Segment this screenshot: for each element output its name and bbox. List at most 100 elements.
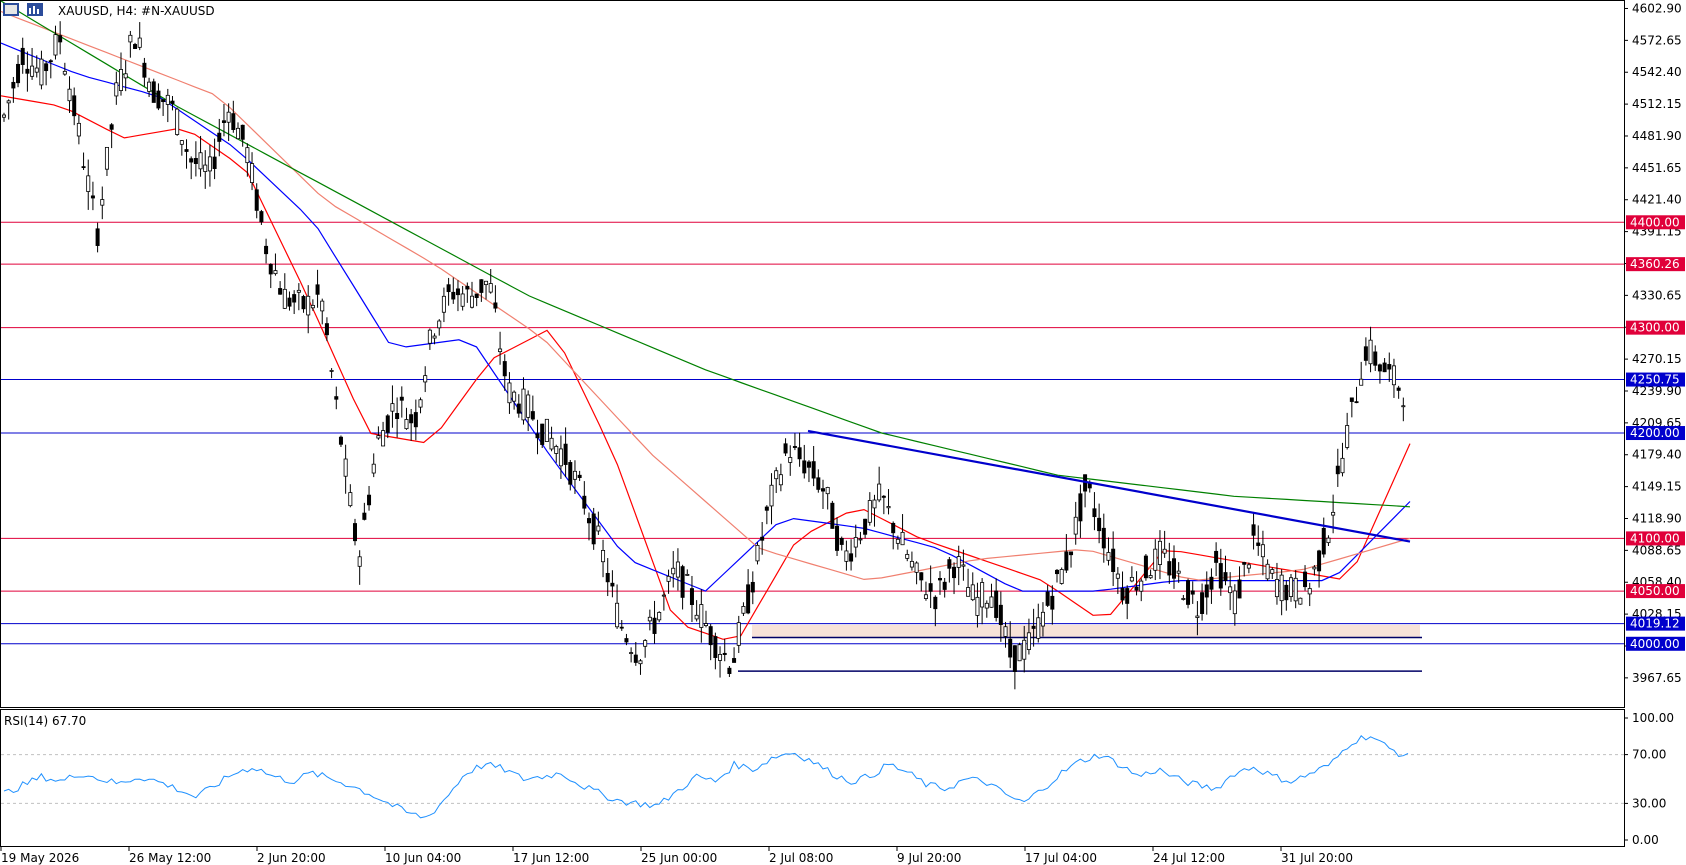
candle-body — [498, 348, 503, 353]
candle — [315, 269, 320, 308]
price-tick-label-16: 4118.90 — [1632, 511, 1682, 525]
candle-body — [994, 590, 999, 618]
candle-body — [619, 626, 624, 629]
candle — [572, 460, 577, 494]
candle — [1045, 585, 1050, 608]
candle-body — [713, 636, 718, 658]
candle — [1237, 566, 1242, 599]
candle — [287, 291, 292, 311]
candle — [189, 156, 194, 180]
candle — [643, 639, 648, 658]
candle-body — [133, 44, 138, 49]
candle — [432, 333, 437, 345]
candle — [479, 279, 484, 302]
candle — [292, 290, 297, 315]
candle-body — [732, 658, 737, 663]
candle — [100, 186, 105, 220]
candle-body — [292, 294, 297, 303]
price-tick-label-12: 4239.90 — [1632, 384, 1682, 398]
candle — [371, 453, 376, 478]
candle-body — [1354, 401, 1359, 404]
candle — [221, 103, 226, 137]
candle-body — [1274, 579, 1279, 598]
candle — [142, 57, 147, 87]
candle-body — [956, 556, 961, 568]
candle — [1214, 542, 1219, 577]
price-tick-label-0: 4602.90 — [1632, 1, 1682, 15]
price-level-label-0: 4400.00 — [1630, 215, 1680, 229]
candle-body — [1232, 590, 1237, 615]
candle-body — [961, 564, 966, 567]
candle — [1349, 397, 1354, 418]
candle-body — [441, 295, 446, 313]
candle-body — [596, 525, 601, 532]
candle-body — [657, 612, 662, 621]
chart-icon-bars — [29, 6, 39, 14]
candle — [451, 277, 456, 304]
candle — [647, 609, 652, 631]
rsi-tick-label-3: 0.00 — [1632, 833, 1659, 847]
candle-body — [62, 70, 67, 75]
timeframe: H4: — [117, 4, 138, 18]
candle-body — [554, 446, 559, 454]
candle-body — [853, 537, 858, 548]
candle — [830, 500, 835, 529]
candle-body — [984, 602, 989, 609]
candle — [259, 209, 264, 225]
candle-body — [109, 124, 114, 130]
candle-body — [301, 296, 306, 310]
candle-body — [104, 146, 109, 170]
candle — [498, 331, 503, 365]
candle-body — [315, 284, 320, 295]
candle — [746, 569, 751, 615]
candle-body — [469, 295, 474, 308]
candle — [179, 140, 184, 156]
candle — [334, 386, 339, 410]
candle — [128, 30, 133, 58]
candle-body — [1345, 425, 1350, 448]
candle-body — [72, 95, 77, 117]
candle-body — [1176, 570, 1181, 574]
candle-body — [86, 175, 91, 192]
candle — [245, 143, 250, 177]
candle-body — [1237, 579, 1242, 599]
candle-body — [638, 660, 643, 665]
candle-body — [446, 284, 451, 293]
candle — [357, 550, 362, 585]
price-level-label-7: 4019.12 — [1630, 617, 1680, 631]
price-level-badge-4 — [1626, 426, 1685, 441]
candle-body — [352, 523, 357, 542]
candle — [90, 181, 95, 211]
candle — [1190, 581, 1195, 604]
candle — [6, 99, 11, 120]
candle — [1326, 535, 1331, 547]
candle — [1059, 567, 1064, 585]
candle-body — [1017, 644, 1022, 662]
candle-body — [633, 654, 638, 663]
price-tick-label-17: 4088.65 — [1632, 543, 1682, 557]
candle — [577, 470, 582, 481]
candle-body — [1317, 550, 1322, 572]
candle-body — [802, 460, 807, 474]
candle — [493, 285, 498, 313]
candle — [1298, 597, 1303, 605]
candle-body — [666, 575, 671, 582]
candle-body — [137, 37, 142, 48]
candle-body — [1349, 397, 1354, 402]
candle-body — [179, 140, 184, 145]
candle-body — [563, 443, 568, 465]
candle — [423, 366, 428, 393]
demand-zone — [752, 624, 1420, 638]
moving-average-3 — [0, 0, 1411, 508]
candle-body — [1111, 548, 1116, 572]
candle — [44, 60, 49, 86]
price-tick-label-3: 4512.15 — [1632, 97, 1682, 111]
candle — [1321, 517, 1326, 558]
candle-body — [1209, 576, 1214, 590]
candle — [521, 377, 526, 425]
candle-body — [933, 596, 938, 610]
candle-body — [189, 158, 194, 163]
candle — [652, 600, 657, 644]
candle-body — [867, 500, 872, 523]
candle-body — [610, 582, 615, 587]
